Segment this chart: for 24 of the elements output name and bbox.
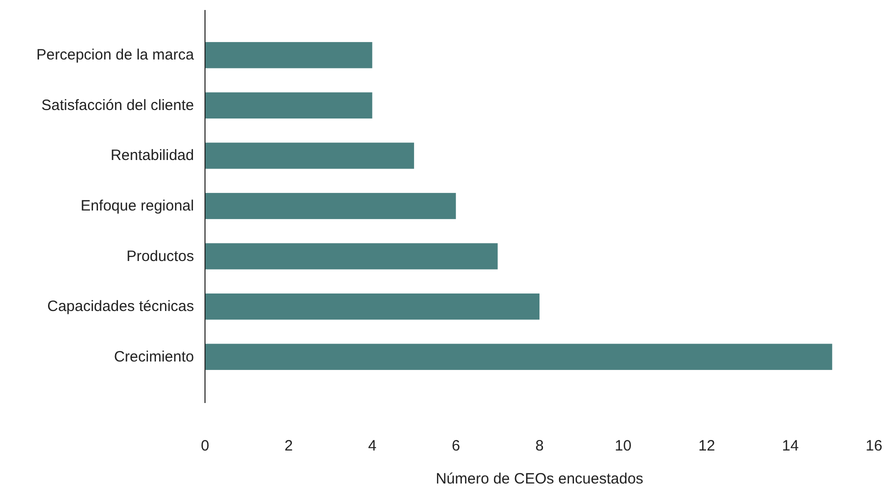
bar (205, 243, 498, 270)
x-tick-label: 2 (284, 438, 293, 454)
y-tick-label: Capacidades técnicas (47, 298, 194, 316)
x-tick-label: 4 (368, 438, 376, 454)
bar (205, 92, 372, 119)
bar (205, 293, 540, 320)
bar (205, 344, 832, 370)
x-tick-label: 14 (782, 438, 799, 454)
x-tick-label: 6 (452, 438, 460, 454)
y-tick-label: Percepcion de la marca (36, 46, 195, 64)
bar (205, 142, 414, 169)
y-tick-label: Rentabilidad (110, 147, 194, 164)
bar (205, 192, 456, 220)
x-axis-title: Número de CEOs encuestados (436, 470, 644, 486)
x-tick-label: 0 (200, 438, 210, 454)
x-tick-label: 10 (614, 438, 632, 454)
x-tick-label: 16 (866, 438, 882, 454)
y-tick-label: Productos (126, 248, 194, 265)
y-tick-label: Crecimiento (114, 348, 194, 366)
x-tick-label: 8 (535, 438, 544, 454)
y-tick-label: Satisfacción del cliente (41, 96, 194, 114)
bar (205, 42, 372, 68)
y-tick-label: Enfoque regional (80, 198, 194, 214)
x-tick-label: 12 (698, 438, 716, 454)
